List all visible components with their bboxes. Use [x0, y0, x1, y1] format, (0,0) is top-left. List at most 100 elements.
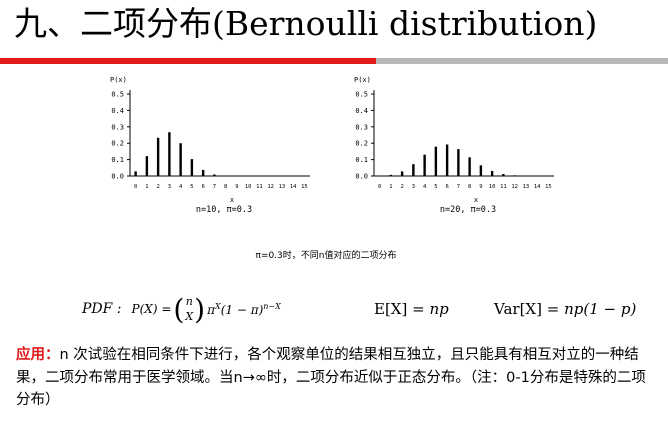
- chart1-ytick-label-5: 0.5: [355, 91, 368, 99]
- binomial-figure: P(x) 0.0 0.1 0.2 0.3 0.4 0.5 0 1 2 3 4 5 6 7 8 9 10 11 12 13…: [82, 66, 570, 264]
- pdf-lhs: P(X) =: [131, 302, 172, 316]
- binom-paren-right: ): [194, 292, 206, 326]
- chart0-xtick-label-13: 13: [279, 184, 286, 190]
- variance-lhs: Var[X] =: [494, 300, 560, 318]
- chart0-ytick-label-0: 0.0: [111, 173, 124, 181]
- chart0-bar-2: [156, 137, 160, 176]
- chart0-xtick-label-8: 8: [224, 184, 227, 190]
- chart1-xtick-label-10: 10: [489, 184, 496, 190]
- pdf-label: PDF :: [82, 301, 122, 317]
- pdf-exp-n-minus-x: n−X: [263, 301, 281, 311]
- chart1-bar-1: [389, 174, 393, 176]
- chart1-xtick-label-4: 4: [423, 184, 427, 190]
- pdf-formula: PDF : P(X) = ( n X ) πX(1 − π)n−X: [82, 282, 310, 336]
- chart1-ytick-label-3: 0.3: [355, 123, 368, 131]
- application-lead: 应用：: [16, 347, 60, 363]
- chart0-xtick-label-12: 12: [267, 184, 274, 190]
- chart0-xtick-label-7: 7: [213, 184, 216, 190]
- chart0-xtick-label-14: 14: [290, 184, 297, 190]
- binomial-coefficient: ( n X ): [173, 293, 205, 326]
- chart0-xtick-label-11: 11: [256, 184, 263, 190]
- chart0-bar-0: [134, 171, 137, 176]
- chart1-bar-2: [400, 171, 404, 176]
- chart0-bar-1: [145, 156, 149, 176]
- chart1-annotation: n=20, π=0.3: [440, 205, 496, 215]
- binom-bottom: X: [185, 310, 194, 323]
- chart1-xtick-label-3: 3: [412, 184, 415, 190]
- chart1-bar-4: [423, 154, 426, 176]
- chart1-bar-12: [513, 175, 516, 176]
- chart1-xtick-label-6: 6: [445, 184, 448, 190]
- chart-n10: P(x) 0.0 0.1 0.2 0.3 0.4 0.5 0 1 2 3 4 5 6 7 8 9 10 11 12 13…: [90, 66, 318, 236]
- pdf-one-minus-pi: (1 − π): [220, 302, 264, 317]
- chart1-xtick-label-0: 0: [378, 184, 381, 190]
- chart1-xtick-label-11: 11: [500, 184, 507, 190]
- chart0-xtick-label-10: 10: [245, 184, 252, 190]
- chart0-bar-4: [179, 143, 182, 176]
- chart0-annotation: n=10, π=0.3: [196, 205, 252, 215]
- chart1-ytick-label-4: 0.4: [355, 107, 368, 115]
- chart1-bar-9: [479, 165, 483, 176]
- chart1-bar-8: [468, 157, 471, 176]
- chart0-ytick-label-1: 0.1: [111, 156, 124, 164]
- application-text: n 次试验在相同条件下进行，各个观察单位的结果相互独立，且只能具有相互对立的一种…: [16, 347, 646, 408]
- chart1-bar-10: [490, 170, 494, 176]
- chart-n20: P(x) 0.0 0.1 0.2 0.3 0.4 0.5 0 1 2 3 4 5 6 7 8 9 10 11 12 13…: [334, 66, 562, 236]
- chart0-xlabel: x: [230, 196, 234, 204]
- chart1-ytick-label-1: 0.1: [355, 156, 368, 164]
- chart1-ylabel: P(x): [354, 76, 371, 84]
- expectation-lhs: E[X] =: [374, 300, 425, 318]
- chart1-xtick-label-1: 1: [389, 184, 392, 190]
- chart0-xtick-label-2: 2: [156, 184, 159, 190]
- chart0-xtick-label-0: 0: [134, 184, 137, 190]
- chart1-bar-5: [434, 146, 438, 176]
- chart0-bar-7: [213, 174, 216, 176]
- chart0-ylabel: P(x): [110, 76, 127, 84]
- binom-top: n: [185, 295, 193, 308]
- chart1-xtick-label-15: 15: [545, 184, 552, 190]
- chart1-xtick-label-5: 5: [434, 184, 437, 190]
- chart0-ytick-label-5: 0.5: [111, 91, 124, 99]
- chart1-xtick-label-7: 7: [457, 184, 460, 190]
- chart0-xtick-label-6: 6: [201, 184, 204, 190]
- chart1-xtick-label-8: 8: [468, 184, 471, 190]
- chart0-bar-6: [201, 169, 205, 176]
- application-paragraph: 应用：n 次试验在相同条件下进行，各个观察单位的结果相互独立，且只能具有相互对立…: [16, 344, 656, 412]
- chart0-xtick-label-15: 15: [301, 184, 308, 190]
- chart1-xlabel: x: [474, 196, 478, 204]
- chart1-ytick-label-2: 0.2: [355, 140, 368, 148]
- pdf-exp-x: X: [215, 301, 221, 311]
- chart0-ytick-label-4: 0.4: [111, 107, 124, 115]
- variance-formula: Var[X] = np(1 − p): [494, 282, 636, 336]
- chart0-bar-5: [190, 159, 194, 176]
- chart1-bar-6: [445, 144, 449, 176]
- chart1-xtick-label-2: 2: [400, 184, 403, 190]
- chart1-xtick-label-14: 14: [534, 184, 541, 190]
- binom-paren-left: (: [173, 292, 185, 326]
- chart0-xtick-label-4: 4: [179, 184, 183, 190]
- chart0-xtick-label-9: 9: [235, 184, 238, 190]
- chart1-bar-7: [457, 149, 460, 176]
- chart1-xtick-label-12: 12: [511, 184, 518, 190]
- pdf-pi: π: [207, 302, 215, 317]
- chart1-bar-11: [502, 174, 505, 176]
- chart0-ytick-label-2: 0.2: [111, 140, 124, 148]
- pdf-rhs: πX(1 − π)n−X: [207, 302, 281, 317]
- chart0-xtick-label-3: 3: [168, 184, 171, 190]
- variance-rhs: np(1 − p): [564, 300, 637, 318]
- expectation-rhs: np: [429, 300, 449, 318]
- slide-title: 九、二项分布(Bernoulli distribution): [14, 4, 598, 43]
- chart1-bar-3: [412, 164, 415, 176]
- chart0-ytick-label-3: 0.3: [111, 123, 124, 131]
- title-rule-red: [0, 58, 376, 64]
- chart-n20-svg: P(x)0.00.10.20.30.40.50 1 2 3 4 5 6 7 8 9 10 11 12 13…: [354, 76, 554, 215]
- chart1-xtick-label-9: 9: [479, 184, 482, 190]
- chart-n10-svg: P(x)0.00.10.20.30.40.50 1 2 3 4 5 6 7 8 9 10 11 12 13…: [110, 76, 310, 215]
- chart0-xtick-label-1: 1: [145, 184, 148, 190]
- expectation-formula: E[X] = np: [374, 282, 449, 336]
- chart1-ytick-label-0: 0.0: [355, 173, 368, 181]
- chart1-xtick-label-13: 13: [523, 184, 530, 190]
- chart0-xtick-label-5: 5: [190, 184, 193, 190]
- chart0-bar-3: [168, 132, 171, 176]
- figure-caption: π=0.3时，不同n值对应的二项分布: [255, 251, 397, 261]
